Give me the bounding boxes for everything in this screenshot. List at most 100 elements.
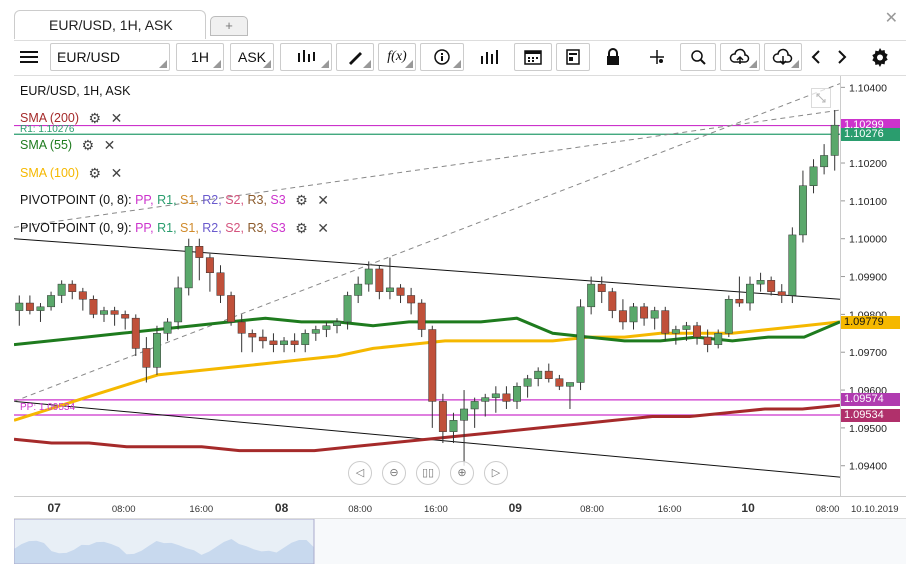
candle-body [343,295,352,323]
x-tick-label: 16:00 [658,504,682,515]
pivot-item-s3: S3 [270,220,286,235]
pivot-item-s1: S1, [180,192,203,207]
pivot-item-r3: R3, [247,220,271,235]
gear-icon[interactable]: ⚙ [295,192,308,208]
download-icon[interactable] [764,43,802,71]
scroll-left-button[interactable]: ◁ [348,461,372,485]
volume-icon[interactable] [470,43,508,71]
candle-body [661,310,670,334]
sma100-label: SMA (100) [20,165,80,180]
calendar-icon[interactable] [514,43,552,71]
legend-sma200: SMA (200) ⚙ ✕ [20,110,122,127]
close-icon[interactable]: ✕ [317,220,329,236]
function-icon[interactable]: f(x) [378,43,416,71]
candle-body [491,393,500,398]
gear-icon[interactable]: ⚙ [88,110,102,126]
close-icon[interactable]: ✕ [317,192,329,208]
candle-body [798,185,807,236]
y-tick-label: 1.10100 [849,196,887,208]
crosshair-icon[interactable] [638,43,676,71]
candle-body [502,393,511,402]
trendline [14,109,840,228]
y-tick-label: 1.10200 [849,158,887,170]
draw-icon[interactable] [336,43,374,71]
sma100-line [14,320,840,422]
period-select[interactable]: 1H [176,43,224,71]
x-tick-label: 16:00 [189,504,213,515]
pivot-item-s3: S3 [270,192,286,207]
trendline [14,83,840,402]
new-tab-button[interactable]: + [210,16,248,36]
close-icon[interactable]: ✕ [103,137,116,153]
gear-icon[interactable]: ⚙ [295,220,308,236]
price-type-value: ASK [237,49,266,65]
price-axis: 1.094001.095001.096001.097001.098001.099… [840,76,906,496]
candle-body [460,408,469,421]
pivot-item-s1: S1, [180,220,203,235]
symbol-select[interactable]: EUR/USD [50,43,170,71]
sma55-label: SMA (55) [20,137,73,152]
candle-body [830,124,839,156]
candle-body [121,314,130,319]
close-icon[interactable]: ✕ [110,165,123,181]
candle-body [301,333,310,345]
navigator-area [14,539,314,564]
candle-body [629,306,638,323]
candle-body [618,310,627,323]
expand-icon[interactable] [811,88,831,108]
candle-body [555,378,564,387]
pivot-item-r1: R1, [157,192,181,207]
menu-icon[interactable] [12,43,46,71]
candle-body [587,283,596,308]
zoom-icon[interactable] [680,43,716,71]
candle-body [78,291,87,300]
pivot-items: PP, R1, S1, R2, S2, R3, S3 [135,193,286,207]
lock-icon[interactable] [596,43,630,71]
candle-body [777,291,786,296]
pp-level-label: PP: 1.09534 [20,402,76,413]
candle-body [385,287,394,292]
candle-body [566,382,574,387]
candle-body [714,333,723,345]
scroll-right-button[interactable]: ▷ [484,461,508,485]
gear-icon[interactable]: ⚙ [88,165,102,181]
y-tick-label: 1.09400 [849,461,887,473]
price-type-select[interactable]: ASK [230,43,274,71]
settings-icon[interactable] [866,43,894,71]
info-icon[interactable] [420,43,464,71]
sma200-line [14,403,840,453]
prev-icon[interactable] [804,43,828,71]
price-chart[interactable] [14,76,840,496]
y-tick-label: 1.09900 [849,272,887,284]
chart-type-icon[interactable] [280,43,332,71]
zoom-out-button[interactable]: ⊖ [382,461,406,485]
tab-label: EUR/USD, 1H, ASK [49,17,173,33]
navigator-pane[interactable] [13,518,906,565]
candle-body [703,336,712,345]
close-icon[interactable]: ✕ [110,110,123,126]
candle-body [407,295,416,304]
trendline [14,238,840,300]
candle-body [269,340,278,345]
pivot-item-r2: R2, [202,220,226,235]
candle-body [25,302,34,311]
zoom-in-button[interactable]: ⊕ [450,461,474,485]
y-tick-label: 1.10400 [849,82,887,94]
candle-body [809,166,818,186]
candle-body [534,370,543,379]
candle-body [513,386,521,402]
candle-body [438,401,447,432]
candle-body [820,155,829,168]
symbol-value: EUR/USD [57,49,121,65]
candle-body [470,401,479,410]
candle-body [650,310,659,319]
pause-button[interactable]: ▯▯ [416,461,440,485]
close-icon[interactable]: ✕ [884,10,898,27]
gear-icon[interactable]: ⚙ [81,137,95,153]
upload-icon[interactable] [720,43,760,71]
report-icon[interactable] [556,43,590,71]
next-icon[interactable] [830,43,854,71]
period-value: 1H [191,49,209,65]
candle-body [174,287,183,323]
tab-eurusd[interactable]: EUR/USD, 1H, ASK [14,10,206,39]
